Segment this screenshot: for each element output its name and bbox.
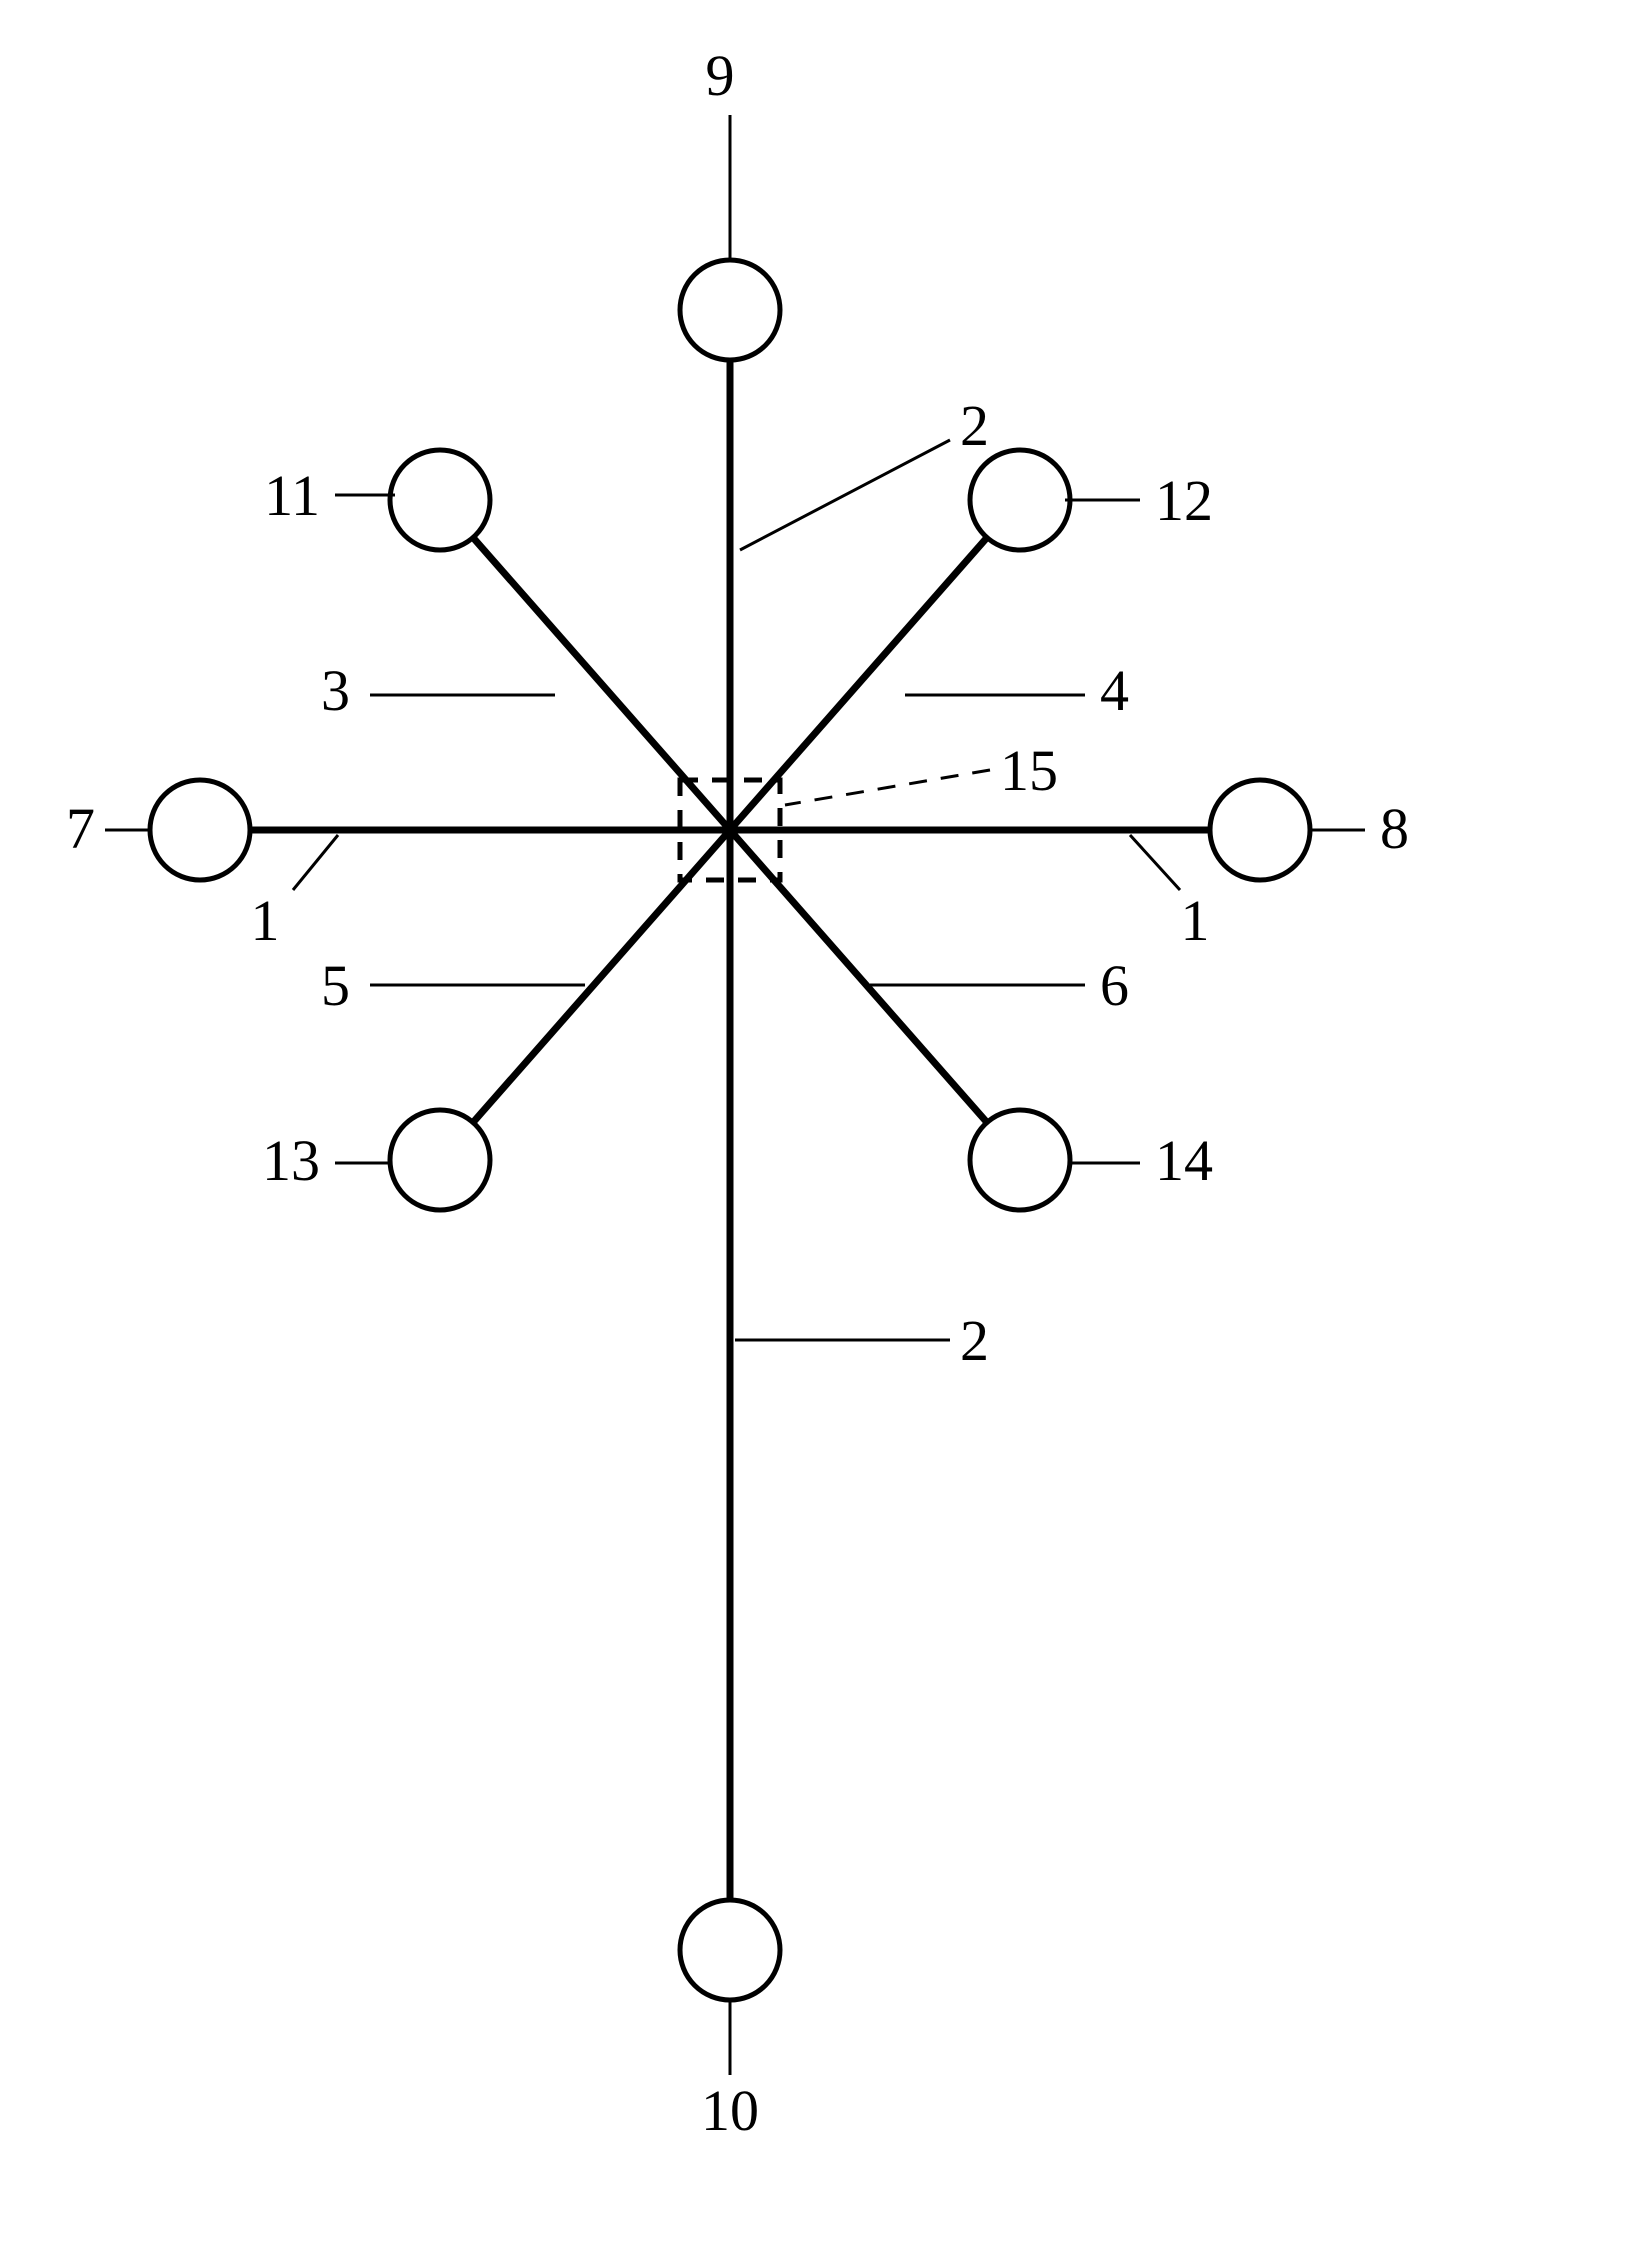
label-l15: 15 — [1000, 738, 1058, 803]
label-l6: 6 — [1100, 953, 1129, 1018]
diagram-canvas: 92111234157811561314210 — [0, 0, 1649, 2255]
label-l10: 10 — [701, 2078, 759, 2143]
label-l8: 8 — [1380, 796, 1409, 861]
node-n14 — [970, 1110, 1070, 1210]
spoke-ll — [473, 830, 730, 1122]
label-l1a: 1 — [251, 888, 280, 953]
label-l2b: 2 — [960, 1308, 989, 1373]
label-l4: 4 — [1100, 658, 1129, 723]
label-l5: 5 — [321, 953, 350, 1018]
label-l9: 9 — [706, 43, 735, 108]
leader-l1b — [1130, 835, 1180, 890]
leader-l1a — [293, 835, 338, 890]
spoke-lr — [730, 830, 987, 1122]
node-n12 — [970, 450, 1070, 550]
label-l2a: 2 — [960, 393, 989, 458]
node-n11 — [390, 450, 490, 550]
node-n7 — [150, 780, 250, 880]
label-l14: 14 — [1155, 1128, 1213, 1193]
leader-l15 — [785, 770, 990, 805]
spokes-layer — [250, 360, 1210, 1900]
spoke-ur — [730, 538, 987, 830]
node-n9 — [680, 260, 780, 360]
node-n10 — [680, 1900, 780, 2000]
leader-l2a — [740, 440, 950, 550]
leaders-layer — [105, 115, 1365, 2075]
label-l11: 11 — [264, 463, 320, 528]
spoke-ul — [473, 538, 730, 830]
label-l3: 3 — [321, 658, 350, 723]
label-l7: 7 — [66, 796, 95, 861]
label-l13: 13 — [262, 1128, 320, 1193]
label-l1b: 1 — [1181, 888, 1210, 953]
node-n13 — [390, 1110, 490, 1210]
node-n8 — [1210, 780, 1310, 880]
label-l12: 12 — [1155, 468, 1213, 533]
